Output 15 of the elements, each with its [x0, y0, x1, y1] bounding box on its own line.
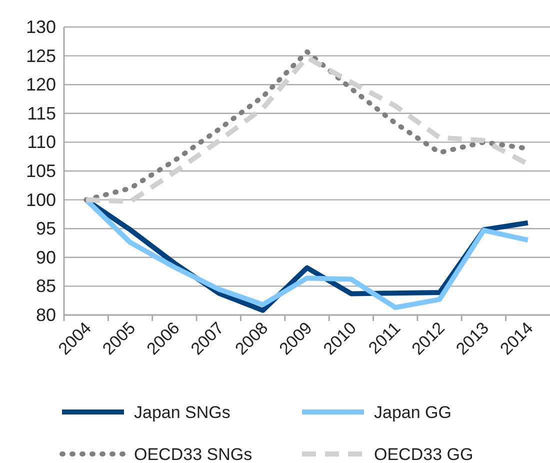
y-tick-label: 90: [36, 247, 56, 268]
y-tick-label: 120: [26, 74, 56, 95]
legend-label: Japan GG: [374, 403, 452, 422]
y-tick-label: 125: [26, 46, 56, 66]
y-tick-label: 95: [36, 218, 56, 239]
y-tick-label: 100: [26, 190, 56, 210]
y-tick-label: 115: [27, 103, 56, 124]
y-tick-label: 130: [26, 17, 56, 37]
y-tick-label: 105: [26, 161, 56, 181]
y-tick-label: 110: [27, 132, 56, 152]
legend-label: Japan SNGs: [134, 403, 230, 422]
y-tick-label: 85: [36, 276, 56, 296]
y-tick-label: 80: [36, 305, 56, 325]
legend-label: OECD33 SNGs: [134, 445, 252, 463]
legend-label: OECD33 GG: [374, 445, 474, 463]
